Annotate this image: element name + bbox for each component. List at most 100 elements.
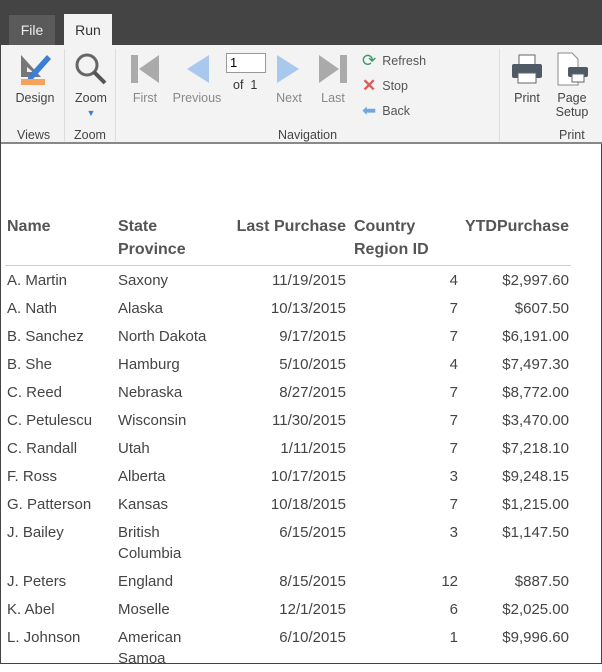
cell-country-region-id: 7: [449, 496, 458, 513]
stop-icon: ✕: [362, 76, 377, 95]
cell-last-purchase: 6/10/2015: [279, 629, 346, 646]
cell-ytd-purchase: $887.50: [514, 573, 569, 590]
last-page-icon: [319, 55, 347, 83]
last-label: Last: [321, 91, 345, 105]
cell-ytd-purchase: $1,147.50: [502, 524, 569, 541]
group-label-print: Print: [559, 128, 585, 142]
cell-country-region-id: 7: [449, 384, 458, 401]
page-setup-button[interactable]: Page Setup: [551, 51, 593, 119]
cell-last-purchase: 11/30/2015: [272, 412, 346, 429]
cell-ytd-purchase: $8,772.00: [502, 384, 569, 401]
cell-name: C. Petulescu: [7, 412, 93, 429]
cell-country-region-id: 12: [441, 573, 458, 590]
report-table: Name State Province Last Purchase Countr…: [5, 213, 571, 672]
table-row: A. Nath Alaska 10/13/2015 7 $607.50: [5, 294, 571, 322]
cell-state-province: North Dakota: [118, 328, 207, 345]
cell-last-purchase: 10/13/2015: [270, 300, 346, 317]
cell-ytd-purchase: $607.50: [514, 300, 569, 317]
cell-last-purchase: 8/15/2015: [279, 573, 346, 590]
page-setup-icon: [557, 52, 588, 86]
cell-name: C. Reed: [7, 384, 63, 401]
cell-last-purchase: 6/15/2015: [279, 524, 346, 541]
design-button[interactable]: Design: [13, 51, 57, 105]
table-row: B. Sanchez North Dakota 9/17/2015 7 $6,191.0…: [5, 322, 571, 350]
cell-country-region-id: 1: [449, 629, 458, 646]
print-button[interactable]: Print: [507, 51, 547, 105]
next-button[interactable]: Next: [269, 51, 309, 105]
cell-country-region-id: 7: [449, 412, 458, 429]
cell-state-province: Alaska: [118, 300, 164, 317]
cell-ytd-purchase: $7,497.30: [502, 356, 569, 373]
group-label-views: Views: [17, 128, 51, 142]
page-number-input[interactable]: 1: [226, 53, 266, 73]
cell-last-purchase: 1/11/2015: [280, 440, 346, 457]
header-last-purchase: Last Purchase: [226, 213, 348, 266]
refresh-button[interactable]: ⟳ Refresh: [362, 51, 427, 70]
cell-country-region-id: 7: [449, 328, 458, 345]
cell-name: J. Bailey: [7, 524, 64, 541]
tab-run[interactable]: Run: [64, 14, 112, 46]
back-arrow-icon: ⬅: [362, 101, 377, 120]
cell-state-province: Wisconsin: [118, 412, 187, 429]
cell-state-province: Saxony: [118, 272, 169, 289]
header-name: Name: [5, 213, 116, 266]
cell-country-region-id: 3: [449, 524, 458, 541]
zoom-button[interactable]: Zoom ▼: [71, 51, 111, 119]
cell-ytd-purchase: $9,248.15: [502, 468, 569, 485]
cell-state-province: England: [118, 573, 174, 590]
cell-ytd-purchase: $2,025.00: [502, 601, 569, 618]
last-button[interactable]: Last: [313, 51, 353, 105]
cell-last-purchase: 11/19/2015: [272, 272, 346, 289]
cell-state-province: Moselle: [118, 601, 170, 618]
cell-last-purchase: 10/17/2015: [270, 468, 346, 485]
next-label: Next: [276, 91, 302, 105]
dropdown-arrow-icon: ▼: [86, 108, 96, 118]
header-country-region-id: Country Region ID: [348, 213, 460, 266]
cell-ytd-purchase: $3,470.00: [502, 412, 569, 429]
design-icon: [21, 55, 51, 85]
previous-button[interactable]: Previous: [171, 51, 223, 105]
cell-state-province: British Columbia: [118, 524, 182, 562]
cell-last-purchase: 12/1/2015: [279, 601, 346, 618]
cell-name: G. Patterson: [7, 496, 92, 513]
cell-state-province: Utah: [118, 440, 150, 457]
table-row: K. Abel Moselle 12/1/2015 6 $2,025.00: [5, 595, 571, 623]
cell-country-region-id: 6: [449, 601, 458, 618]
cell-country-region-id: 4: [449, 356, 458, 373]
previous-label: Previous: [172, 91, 222, 105]
first-button[interactable]: First: [125, 51, 165, 105]
cell-name: B. She: [7, 356, 53, 373]
table-row: F. Ross Alberta 10/17/2015 3 $9,248.15: [5, 462, 571, 490]
stop-button[interactable]: ✕ Stop: [362, 76, 408, 95]
table-row: J. Bailey British Columbia 6/15/2015 3 $1,14…: [5, 518, 571, 567]
back-button[interactable]: ⬅ Back: [362, 101, 411, 120]
cell-country-region-id: 7: [449, 300, 458, 317]
page-count: of 1: [233, 78, 258, 92]
previous-icon: [187, 55, 209, 83]
design-label: Design: [15, 91, 55, 105]
cell-state-province: Alberta: [118, 468, 166, 485]
cell-state-province: Hamburg: [118, 356, 180, 373]
cell-last-purchase: 10/18/2015: [270, 496, 346, 513]
ribbon: Design Zoom ▼ First Previous 1 of 1 Next…: [1, 45, 602, 144]
cell-last-purchase: 9/17/2015: [279, 328, 346, 345]
cell-country-region-id: 3: [449, 468, 458, 485]
table-row: C. Randall Utah 1/11/2015 7 $7,218.10: [5, 434, 571, 462]
cell-name: J. Peters: [7, 573, 67, 590]
cell-state-province: Kansas: [118, 496, 169, 513]
tab-file[interactable]: File: [9, 15, 55, 45]
table-row: C. Petulescu Wisconsin 11/30/2015 7 $3,470.0…: [5, 406, 571, 434]
first-label: First: [132, 91, 158, 105]
cell-name: B. Sanchez: [7, 328, 84, 345]
cell-ytd-purchase: $2,997.60: [502, 272, 569, 289]
cell-name: A. Martin: [7, 272, 68, 289]
report-body: Name State Province Last Purchase Countr…: [5, 213, 571, 672]
cell-name: K. Abel: [7, 601, 55, 618]
next-icon: [277, 55, 299, 83]
first-page-icon: [131, 55, 159, 83]
zoom-icon: [75, 53, 107, 85]
group-label-zoom: Zoom: [74, 128, 106, 142]
table-row: B. She Hamburg 5/10/2015 4 $7,497.30: [5, 350, 571, 378]
cell-ytd-purchase: $7,218.10: [502, 440, 569, 457]
print-label: Print: [514, 91, 540, 105]
